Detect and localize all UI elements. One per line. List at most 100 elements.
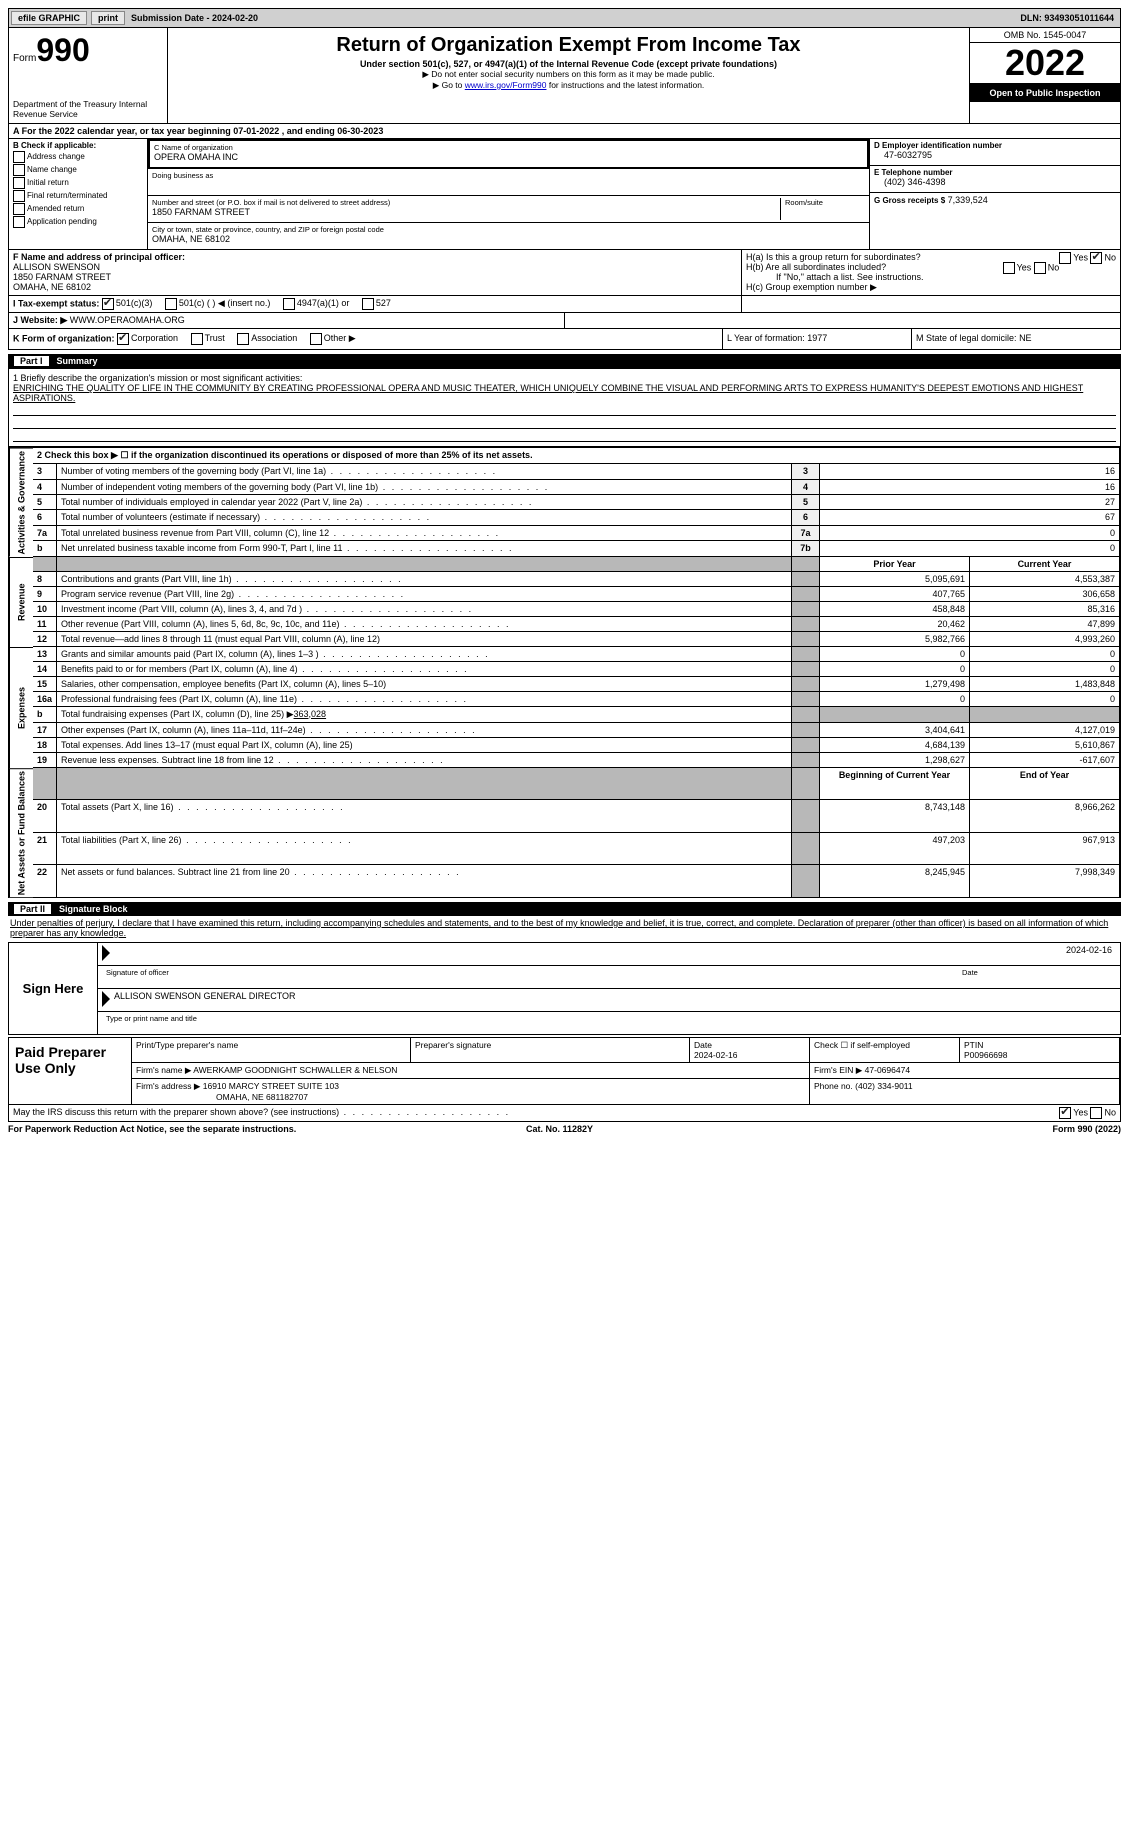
bottom-footer: For Paperwork Reduction Act Notice, see … [8,1124,1121,1134]
prep-sig-header: Preparer's signature [411,1038,690,1063]
l-label: L Year of formation: [727,333,805,343]
cb-discuss-yes[interactable] [1059,1107,1071,1119]
mission-label: 1 Briefly describe the organization's mi… [13,373,1116,383]
cb-corporation[interactable]: Corporation [117,333,178,343]
form-label: Form [13,53,36,64]
paid-preparer-label: Paid Preparer Use Only [9,1038,132,1104]
cb-501c[interactable]: 501(c) ( ) ◀ (insert no.) [165,298,270,308]
sig-officer-label: Signature of officer [102,968,958,986]
section-ij: I Tax-exempt status: 501(c)(3) 501(c) ( … [8,296,1121,313]
officer-addr2: OMAHA, NE 68102 [13,282,737,292]
summary-table: Activities & Governance 2 Check this box… [8,447,1121,898]
website-value: WWW.OPERAOMAHA.ORG [70,315,185,325]
print-button[interactable]: print [91,11,125,25]
irs-discuss-row: May the IRS discuss this return with the… [8,1105,1121,1122]
firm-address: 16910 MARCY STREET SUITE 103 [203,1081,339,1091]
sig-date-value: 2024-02-16 [1062,945,1116,963]
hc-line: H(c) Group exemption number ▶ [746,282,1116,293]
current-year-header: Current Year [970,557,1120,572]
line7a-value: 0 [820,526,1120,541]
paperwork-notice: For Paperwork Reduction Act Notice, see … [8,1124,296,1134]
officer-addr1: 1850 FARNAM STREET [13,272,737,282]
part2-header: Part II Signature Block [8,902,1121,916]
ein-value: 47-6032795 [874,150,1116,160]
omb-number: OMB No. 1545-0047 [970,28,1120,43]
cb-address-change[interactable]: Address change [13,151,143,163]
g-receipts-label: G Gross receipts $ [874,196,945,205]
part1-header: Part I Summary [8,354,1121,368]
note-goto: ▶ Go to www.irs.gov/Form990 for instruct… [172,80,965,91]
dba-label: Doing business as [152,171,865,180]
f-label: F Name and address of principal officer: [13,252,737,262]
line7a-text: Total unrelated business revenue from Pa… [57,526,792,541]
cb-501c3[interactable]: 501(c)(3) [102,298,153,308]
cb-trust[interactable]: Trust [191,333,225,343]
cb-amended-return[interactable]: Amended return [13,203,143,215]
city-label: City or town, state or province, country… [152,225,865,234]
ha-line: H(a) Is this a group return for subordin… [746,252,1116,262]
public-inspection: Open to Public Inspection [970,84,1120,102]
prior-year-header: Prior Year [820,557,970,572]
b-title: B Check if applicable: [13,141,143,150]
top-bar: efile GRAPHIC print Submission Date - 20… [8,8,1121,28]
line6-text: Total number of volunteers (estimate if … [57,510,792,525]
cb-name-change[interactable]: Name change [13,164,143,176]
signature-block: Sign Here 2024-02-16 Signature of office… [8,942,1121,1035]
name-title-label: Type or print name and title [102,1014,201,1032]
dept-label: Department of the Treasury Internal Reve… [13,99,163,119]
line4-value: 16 [820,480,1120,495]
cb-other[interactable]: Other ▶ [310,333,356,343]
c-name-label: C Name of organization [154,143,863,152]
firm-phone: (402) 334-9011 [855,1081,913,1091]
part1-label: Part I [14,356,49,366]
state-domicile: NE [1019,333,1032,343]
arrow-icon [102,945,110,961]
line6-value: 67 [820,510,1120,525]
firm-city: OMAHA, NE 681182707 [136,1092,308,1102]
line5-value: 27 [820,495,1120,510]
line7b-text: Net unrelated business taxable income fr… [57,541,792,556]
line7b-value: 0 [820,541,1120,556]
cb-initial-return[interactable]: Initial return [13,177,143,189]
form-number: 990 [36,32,89,68]
line3-text: Number of voting members of the governin… [57,464,792,479]
cb-discuss-no[interactable] [1090,1107,1102,1119]
form-subtitle: Under section 501(c), 527, or 4947(a)(1)… [172,59,965,69]
arrow-icon [102,991,110,1007]
firm-ein: 47-0696474 [865,1065,910,1075]
section-klm: K Form of organization: Corporation Trus… [8,329,1121,350]
cb-final-return[interactable]: Final return/terminated [13,190,143,202]
tax-year: 2022 [970,43,1120,84]
cb-527[interactable]: 527 [362,298,391,308]
side-activities: Activities & Governance [9,448,33,557]
side-net-assets: Net Assets or Fund Balances [9,768,33,897]
cb-application-pending[interactable]: Application pending [13,216,143,228]
irs-link[interactable]: www.irs.gov/Form990 [465,80,547,90]
year-formation: 1977 [807,333,827,343]
addr-label: Number and street (or P.O. box if mail i… [152,198,776,207]
part2-title: Signature Block [59,904,128,914]
sig-date-label: Date [958,968,1116,986]
cb-4947[interactable]: 4947(a)(1) or [283,298,350,308]
mission-section: 1 Briefly describe the organization's mi… [8,368,1121,447]
cat-number: Cat. No. 11282Y [526,1124,593,1134]
j-label: J Website: ▶ [13,315,67,325]
officer-print-name: ALLISON SWENSON GENERAL DIRECTOR [110,991,300,1009]
begin-year-header: Beginning of Current Year [820,768,970,801]
ptin-value: P00966698 [964,1050,1008,1060]
note-ssn: ▶ Do not enter social security numbers o… [172,69,965,80]
self-employed-check[interactable]: Check ☐ if self-employed [810,1038,960,1063]
end-year-header: End of Year [970,768,1120,801]
phone-value: (402) 346-4398 [874,177,1116,187]
room-label: Room/suite [785,198,865,207]
tax-year-line: A For the 2022 calendar year, or tax yea… [8,124,1121,139]
k-label: K Form of organization: [13,333,115,343]
submission-date: Submission Date - 2024-02-20 [127,13,262,23]
cb-association[interactable]: Association [237,333,297,343]
m-label: M State of legal domicile: [916,333,1017,343]
preparer-block: Paid Preparer Use Only Print/Type prepar… [8,1037,1121,1105]
line2: 2 Check this box ▶ ☐ if the organization… [33,448,1120,464]
d-ein-label: D Employer identification number [874,141,1116,150]
org-name: OPERA OMAHA INC [154,152,863,162]
mission-text: ENRICHING THE QUALITY OF LIFE IN THE COM… [13,383,1116,403]
